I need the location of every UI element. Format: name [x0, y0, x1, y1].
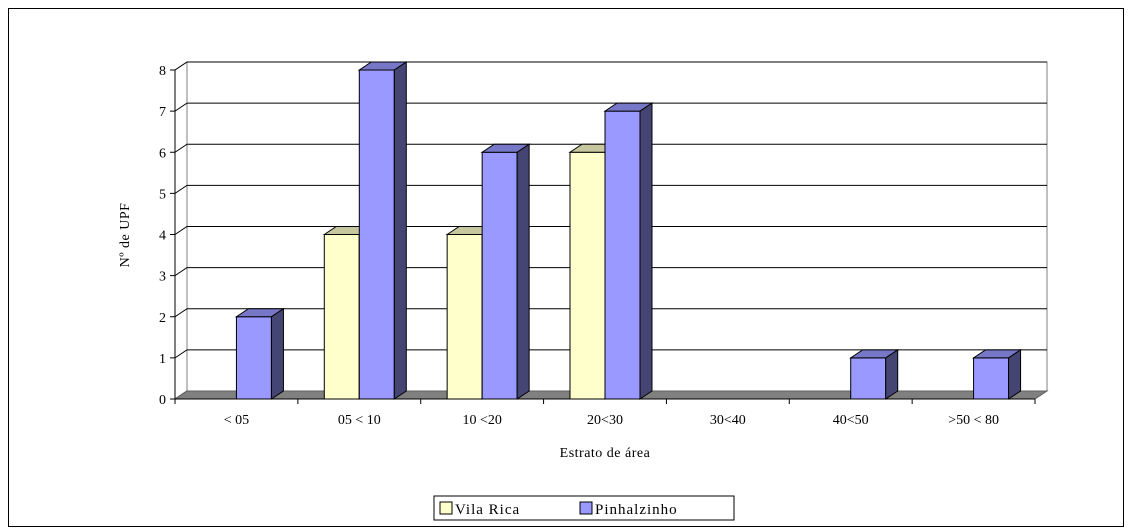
bar-front	[604, 110, 641, 400]
bar	[480, 143, 531, 400]
y-tick-label: 5	[159, 187, 166, 202]
y-tick-label: 7	[159, 105, 166, 120]
y-tick-label: 3	[159, 270, 166, 285]
legend-label-vila-rica: Vila Rica	[455, 502, 520, 518]
bar-side	[885, 348, 899, 400]
bar	[603, 102, 654, 400]
gridline	[174, 102, 1047, 112]
gridline	[174, 226, 1047, 235]
bar-side	[270, 307, 284, 400]
bar	[234, 307, 286, 400]
bar-front	[973, 357, 1010, 400]
bar-front	[446, 234, 483, 400]
legend-label-pinhalzinho: Pinhalzinho	[595, 502, 678, 518]
y-tick-label: 4	[159, 229, 166, 244]
legend-swatch-pinhalzinho	[579, 501, 593, 515]
bar-side	[1008, 348, 1022, 400]
bar	[971, 348, 1023, 400]
x-tick-label: 30<40	[710, 413, 746, 428]
y-tick-label: 2	[159, 311, 166, 326]
y-tick-label: 8	[159, 64, 166, 79]
legend: Vila Rica Pinhalzinho	[433, 495, 735, 521]
y-axis-title: Nº de UPF	[118, 203, 133, 268]
bar-side	[516, 143, 530, 400]
x-axis-title: Estrato de área	[560, 446, 651, 461]
x-tick-label: 20<30	[587, 413, 623, 428]
x-tick-label: 40<50	[833, 413, 869, 428]
y-tick-label: 0	[159, 393, 166, 408]
bar-front	[235, 316, 272, 400]
bar-side	[393, 61, 407, 400]
bar-front	[850, 357, 887, 400]
bar	[357, 61, 408, 400]
gridline	[174, 267, 1047, 277]
legend-swatch-vila-rica	[439, 501, 453, 515]
gridline	[174, 349, 1047, 359]
gridline	[174, 61, 1047, 71]
bar-side	[639, 102, 653, 400]
x-tick-label: >50 < 80	[948, 413, 999, 428]
y-tick-label: 6	[159, 146, 166, 161]
x-tick-label: < 05	[224, 413, 249, 428]
bar-front	[323, 234, 360, 400]
gridline	[174, 143, 1047, 153]
x-tick-label: 10 <20	[462, 413, 501, 428]
x-tick-label: 05 < 10	[338, 413, 381, 428]
gridline	[174, 184, 1047, 194]
y-tick-labels: 0 1 2 3 4 5 6 7 8	[159, 64, 166, 408]
bars	[234, 61, 1023, 400]
y-tick-label: 1	[159, 352, 166, 367]
x-tick-labels: < 05 05 < 10 10 <20 20<30 30<40 40<50 >50 < 80	[224, 413, 999, 428]
bar-front	[569, 151, 606, 400]
bar	[849, 348, 900, 400]
gridlines	[174, 61, 1047, 400]
gridline	[174, 308, 1047, 318]
bar-front	[358, 69, 395, 400]
bar-front	[481, 151, 518, 400]
